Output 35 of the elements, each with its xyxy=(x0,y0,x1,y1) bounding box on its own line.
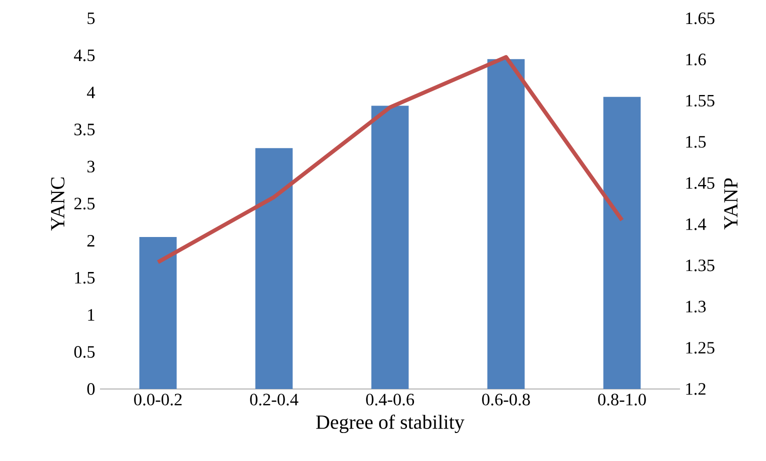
y2-axis-title: YANP xyxy=(724,178,738,230)
y-tick-label: 1 xyxy=(88,309,94,321)
bar xyxy=(371,106,409,390)
y-tick-label: 1.5 xyxy=(75,272,95,284)
y-tick-label: 2 xyxy=(87,234,94,246)
y2-tick-label: 1.4 xyxy=(686,218,706,230)
x-axis-title: Degree of stability xyxy=(316,414,464,434)
y2-tick-label: 1.5 xyxy=(686,136,706,148)
y2-tick-label: 1.25 xyxy=(686,342,714,354)
x-tick-label: 0.0-0.2 xyxy=(134,394,182,406)
bar xyxy=(603,96,641,390)
y-tick-label: 3.5 xyxy=(74,124,95,136)
bar xyxy=(255,148,293,390)
y2-tick-label: 1.65 xyxy=(686,12,714,24)
y2-tick-label: 1.35 xyxy=(686,260,714,272)
x-tick-label: 0.2-0.4 xyxy=(250,394,298,406)
y-tick-label: 4.5 xyxy=(74,50,95,62)
y-tick-label: 2.5 xyxy=(74,198,95,210)
line-series xyxy=(156,55,624,264)
y2-tick-label: 1.2 xyxy=(686,383,706,395)
x-tick-label: 0.6-0.8 xyxy=(482,394,530,406)
y-axis-title: YANC xyxy=(51,178,64,231)
x-tick-label: 0.8-1.0 xyxy=(598,394,646,406)
x-tick-label: 0.4-0.6 xyxy=(366,394,414,406)
y2-tick-label: 1.3 xyxy=(686,300,706,312)
y-tick-label: 3 xyxy=(87,160,95,172)
bar xyxy=(139,237,177,390)
y-tick-label: 5 xyxy=(88,12,95,24)
y2-tick-label: 1.55 xyxy=(686,94,714,107)
y-tick-label: 4 xyxy=(86,86,96,98)
bar xyxy=(487,59,525,390)
y-tick-label: 0 xyxy=(87,383,95,395)
y2-tick-label: 1.45 xyxy=(686,177,714,189)
y-tick-label: 0.5 xyxy=(74,346,95,358)
y2-tick-label: 1.6 xyxy=(686,54,706,66)
